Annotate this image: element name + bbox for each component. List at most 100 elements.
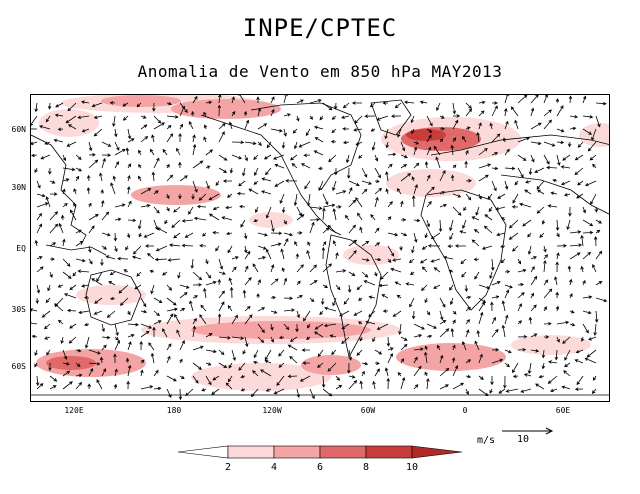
wind-vector-arrow-icon xyxy=(31,128,38,130)
wind-vector-arrow-icon xyxy=(127,341,132,351)
wind-vector-arrow-icon xyxy=(244,336,249,348)
wind-vector-arrow-icon xyxy=(152,326,156,337)
wind-vector-arrow-icon xyxy=(244,305,251,312)
wind-vector-arrow-icon xyxy=(283,128,287,137)
wind-vector-arrow-icon xyxy=(253,180,259,185)
wind-vector-arrow-icon xyxy=(40,154,51,160)
wind-vector-arrow-icon xyxy=(358,321,363,325)
wind-vector-arrow-icon xyxy=(203,287,207,299)
wind-vector-arrow-icon xyxy=(191,110,195,117)
wind-vector-arrow-icon xyxy=(543,119,552,130)
wind-vector-arrow-icon xyxy=(342,140,350,145)
wind-vector-arrow-icon xyxy=(543,245,547,253)
wind-vector-arrow-icon xyxy=(173,232,181,239)
wind-vector-arrow-icon xyxy=(309,264,317,273)
wind-vector-arrow-icon xyxy=(166,284,173,291)
wind-vector-arrow-icon xyxy=(595,229,601,234)
wind-vector-arrow-icon xyxy=(411,128,415,135)
wind-vector-arrow-icon xyxy=(321,246,326,260)
wind-vector-arrow-icon xyxy=(203,136,207,143)
wind-vector-arrow-icon xyxy=(270,336,274,343)
wind-vector-arrow-icon xyxy=(75,381,83,390)
wind-vector-arrow-icon xyxy=(511,205,519,209)
wind-vector-arrow-icon xyxy=(153,206,160,214)
wind-vector-arrow-icon xyxy=(270,219,275,233)
wind-vector-arrow-icon xyxy=(524,189,532,195)
wind-vector-arrow-icon xyxy=(166,375,177,382)
wind-vector-arrow-icon xyxy=(465,102,472,109)
wind-vector-arrow-icon xyxy=(555,291,559,299)
wind-vector-arrow-icon xyxy=(522,219,532,227)
wind-vector-arrow-icon xyxy=(426,323,437,329)
wind-vector-arrow-icon xyxy=(491,180,497,192)
wind-vector-arrow-icon xyxy=(387,245,395,257)
wind-vector-arrow-icon xyxy=(188,206,194,215)
wind-vector-arrow-icon xyxy=(478,110,485,117)
wind-vector-arrow-icon xyxy=(166,133,174,143)
wind-vector-arrow-icon xyxy=(291,163,298,169)
wind-vector-arrow-icon xyxy=(543,288,553,299)
wind-vector-arrow-icon xyxy=(126,232,131,239)
wind-vector-arrow-icon xyxy=(497,193,506,199)
wind-vector-arrow-icon xyxy=(114,217,122,222)
wind-vector-arrow-icon xyxy=(252,263,259,273)
wind-vector-arrow-icon xyxy=(462,135,467,143)
wind-vector-arrow-icon xyxy=(530,122,542,130)
wind-vector-arrow-icon xyxy=(244,119,250,130)
wind-vector-arrow-icon xyxy=(530,333,538,338)
wind-vector-arrow-icon xyxy=(504,284,513,289)
wind-vector-arrow-icon xyxy=(31,141,38,146)
wind-vector-arrow-icon xyxy=(400,200,404,208)
wind-vector-arrow-icon xyxy=(517,154,527,161)
wind-vector-arrow-icon xyxy=(504,289,510,299)
wind-vector-arrow-icon xyxy=(62,258,71,267)
wind-vector-arrow-icon xyxy=(517,268,527,273)
wind-vector-arrow-icon xyxy=(84,336,90,349)
wind-vector-arrow-icon xyxy=(127,310,131,316)
wind-vector-arrow-icon xyxy=(217,278,222,286)
wind-vector-arrow-icon xyxy=(199,314,207,325)
wind-vector-arrow-icon xyxy=(547,375,558,384)
wind-vector-arrow-icon xyxy=(151,171,156,182)
wind-vector-arrow-icon xyxy=(374,179,380,183)
wind-vector-arrow-icon xyxy=(461,271,467,278)
wind-vector-arrow-icon xyxy=(132,245,142,255)
lat-label-30n: 30N xyxy=(11,183,26,192)
wind-vector-arrow-icon xyxy=(270,242,282,247)
wind-vector-arrow-icon xyxy=(400,358,405,364)
wind-vector-arrow-icon xyxy=(139,340,143,351)
wind-vector-arrow-icon xyxy=(426,200,432,208)
wind-vector-arrow-icon xyxy=(212,206,220,211)
wind-vector-arrow-icon xyxy=(192,180,198,193)
wind-vector-arrow-icon xyxy=(443,255,454,260)
wind-vector-arrow-icon xyxy=(101,323,105,333)
wind-vector-arrow-icon xyxy=(261,177,272,182)
wind-vector-arrow-icon xyxy=(281,267,286,273)
wind-vector-arrow-icon xyxy=(127,128,132,140)
wind-vector-arrow-icon xyxy=(305,128,311,137)
wind-vector-arrow-icon xyxy=(569,126,577,131)
wind-vector-arrow-icon xyxy=(140,188,152,195)
wind-vector-arrow-icon xyxy=(530,141,542,146)
wind-vector-arrow-icon xyxy=(398,323,402,336)
wind-vector-arrow-icon xyxy=(400,141,406,152)
wind-vector-arrow-icon xyxy=(69,284,77,291)
wind-vector-arrow-icon xyxy=(433,145,441,156)
wind-vector-arrow-icon xyxy=(166,101,173,106)
wind-vector-arrow-icon xyxy=(83,296,90,300)
wind-vector-arrow-icon xyxy=(452,344,456,351)
wind-vector-arrow-icon xyxy=(595,101,607,106)
wind-vector-arrow-icon xyxy=(504,362,510,368)
wind-vector-arrow-icon xyxy=(358,297,363,302)
wind-vector-arrow-icon xyxy=(512,245,519,252)
wind-vector-arrow-icon xyxy=(331,349,337,355)
wind-vector-arrow-icon xyxy=(101,153,112,157)
wind-vector-arrow-icon xyxy=(34,167,38,174)
wind-vector-arrow-icon xyxy=(342,127,350,131)
wind-vector-arrow-icon xyxy=(347,362,351,374)
wind-vector-arrow-icon xyxy=(503,375,507,389)
wind-vector-arrow-icon xyxy=(464,160,468,169)
wind-vector-arrow-icon xyxy=(188,120,194,130)
wind-vector-arrow-icon xyxy=(343,297,350,305)
wind-vector-arrow-icon xyxy=(48,362,52,372)
